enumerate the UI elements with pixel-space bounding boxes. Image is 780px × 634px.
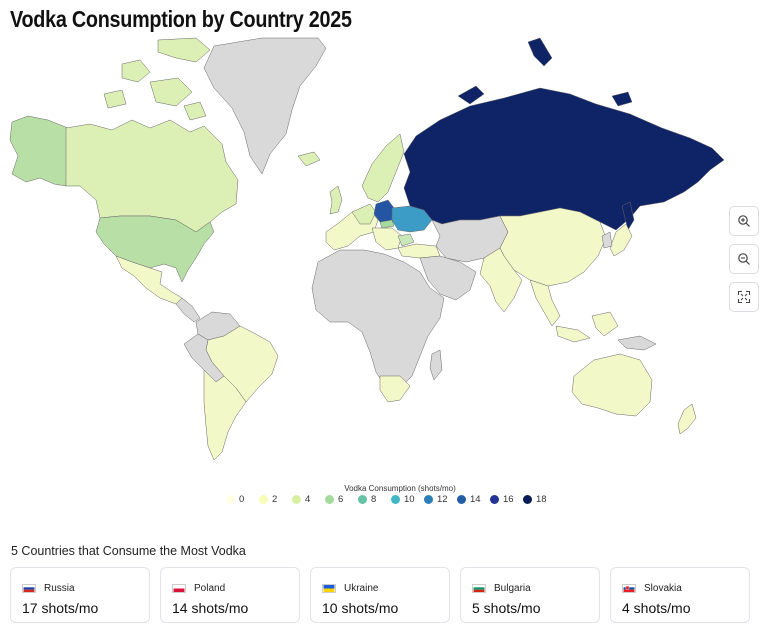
region-slovakia[interactable]	[379, 219, 395, 229]
legend-item: 12	[424, 494, 457, 505]
country-card[interactable]: Bulgaria 5 shots/mo	[460, 567, 600, 623]
legend-label: 18	[536, 494, 547, 505]
region-central-america[interactable]	[175, 297, 201, 323]
country-value: 10 shots/mo	[322, 600, 399, 616]
country-value: 4 shots/mo	[622, 600, 691, 616]
region-peru-bolivia[interactable]	[183, 333, 225, 383]
legend-swatch	[358, 495, 367, 504]
country-card-header: Bulgaria	[472, 582, 589, 594]
map-zoom-controls	[729, 206, 759, 312]
region-korea[interactable]	[601, 231, 613, 249]
region-central-europe[interactable]	[351, 203, 377, 225]
region-russia-islands[interactable]	[457, 37, 635, 231]
country-card[interactable]: Russia 17 shots/mo	[10, 567, 150, 623]
legend-item: 6	[325, 494, 358, 505]
country-value: 14 shots/mo	[172, 600, 249, 616]
region-new-zealand[interactable]	[677, 403, 697, 435]
region-new-guinea[interactable]	[617, 335, 657, 351]
region-japan[interactable]	[609, 223, 633, 257]
zoom-in-icon	[738, 215, 750, 227]
russia-flag-icon	[22, 583, 36, 593]
legend-item: 8	[358, 494, 391, 505]
legend-swatch	[292, 495, 301, 504]
poland-flag-icon	[172, 583, 186, 593]
region-iceland[interactable]	[297, 151, 321, 167]
country-name: Russia	[44, 582, 75, 594]
legend-item: 14	[457, 494, 490, 505]
region-uk[interactable]	[329, 185, 343, 215]
region-balkans[interactable]	[371, 227, 403, 251]
map-legend: Vodka Consumption (shots/mo) 0 2 4 6 8 10 12 14…	[0, 484, 780, 505]
legend-swatch	[523, 495, 532, 504]
country-name: Poland	[194, 582, 226, 594]
country-card-header: Russia	[22, 582, 139, 594]
bulgaria-flag-icon	[472, 583, 486, 593]
legend-items: 0 2 4 6 8 10 12 14 16 18	[226, 494, 556, 505]
top-countries-title: 5 Countries that Consume the Most Vodka	[11, 544, 246, 558]
country-name: Slovakia	[644, 582, 682, 594]
ukraine-flag-icon	[322, 583, 336, 593]
country-card[interactable]: Poland 14 shots/mo	[160, 567, 300, 623]
country-name: Ukraine	[344, 582, 379, 594]
fit-screen-icon	[737, 290, 751, 304]
region-greenland[interactable]	[203, 37, 327, 175]
legend-label: 4	[305, 494, 311, 505]
region-scandinavia[interactable]	[361, 133, 405, 203]
legend-swatch	[391, 495, 400, 504]
country-card[interactable]: Ukraine 10 shots/mo	[310, 567, 450, 623]
legend-label: 16	[503, 494, 514, 505]
legend-item: 4	[292, 494, 325, 505]
legend-label: 12	[437, 494, 448, 505]
region-southeast-asia[interactable]	[529, 279, 619, 343]
country-name: Bulgaria	[494, 582, 531, 594]
legend-label: 2	[272, 494, 278, 505]
country-card-header: Slovakia	[622, 582, 739, 594]
region-alaska[interactable]	[9, 115, 69, 187]
region-canada[interactable]	[65, 119, 239, 233]
region-africa[interactable]	[311, 249, 445, 389]
legend-title: Vodka Consumption (shots/mo)	[344, 484, 456, 493]
legend-item: 2	[259, 494, 292, 505]
country-card[interactable]: Slovakia 4 shots/mo	[610, 567, 750, 623]
legend-label: 0	[239, 494, 245, 505]
page-title: Vodka Consumption by Country 2025	[10, 6, 352, 32]
legend-swatch	[424, 495, 433, 504]
world-map-svg[interactable]	[0, 36, 780, 482]
region-canada-islands[interactable]	[103, 37, 211, 121]
legend-swatch	[226, 495, 235, 504]
legend-label: 10	[404, 494, 415, 505]
top-countries-cards: Russia 17 shots/mo Poland 14 shots/mo Ukrain…	[10, 567, 750, 623]
legend-swatch	[457, 495, 466, 504]
region-south-africa[interactable]	[379, 375, 411, 403]
legend-swatch	[325, 495, 334, 504]
legend-label: 14	[470, 494, 481, 505]
legend-swatch	[259, 495, 268, 504]
legend-item: 16	[490, 494, 523, 505]
reset-view-button[interactable]	[729, 282, 759, 312]
zoom-out-icon	[738, 253, 750, 265]
legend-label: 8	[371, 494, 377, 505]
region-madagascar[interactable]	[429, 349, 443, 381]
legend-item: 18	[523, 494, 556, 505]
zoom-out-button[interactable]	[729, 244, 759, 274]
legend-item: 0	[226, 494, 259, 505]
country-card-header: Ukraine	[322, 582, 439, 594]
legend-label: 6	[338, 494, 344, 505]
legend-swatch	[490, 495, 499, 504]
region-turkey[interactable]	[397, 243, 441, 259]
region-middle-east[interactable]	[419, 255, 477, 301]
region-india[interactable]	[479, 247, 523, 313]
region-bulgaria[interactable]	[397, 233, 415, 247]
legend-item: 10	[391, 494, 424, 505]
slovakia-flag-icon	[622, 583, 636, 593]
country-value: 17 shots/mo	[22, 600, 99, 616]
zoom-in-button[interactable]	[729, 206, 759, 236]
country-value: 5 shots/mo	[472, 600, 541, 616]
region-argentina-chile[interactable]	[203, 369, 247, 461]
region-australia[interactable]	[571, 353, 653, 417]
country-card-header: Poland	[172, 582, 289, 594]
world-map[interactable]	[0, 36, 780, 482]
